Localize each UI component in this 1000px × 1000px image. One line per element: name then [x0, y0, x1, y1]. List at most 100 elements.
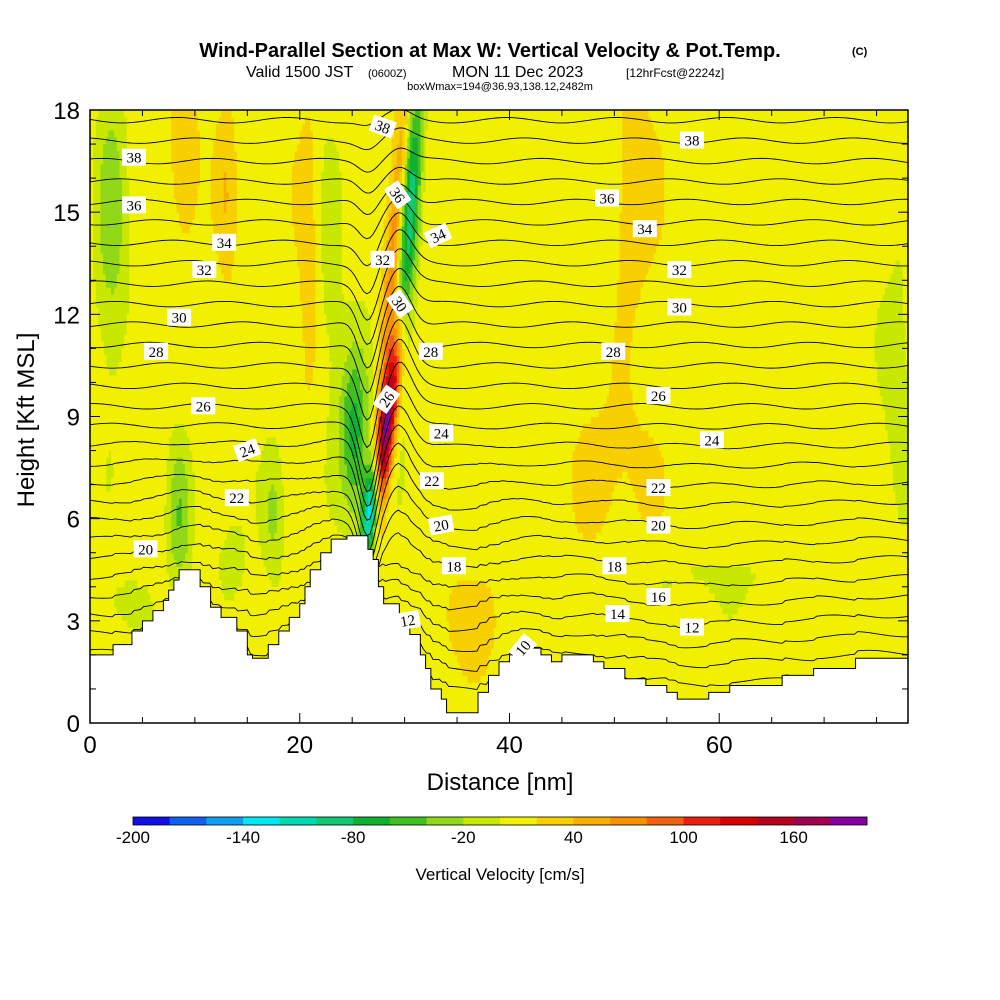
x-tick-label: 60 [706, 732, 733, 759]
isentrope-label-box [605, 605, 630, 622]
colorbar-tick-label: 100 [669, 828, 697, 847]
isentrope-label: 36 [122, 196, 146, 214]
y-tick-label: 6 [67, 507, 80, 534]
isentrope-label-box [192, 261, 217, 279]
isentrope-label-box [595, 189, 619, 207]
isentrope-label: 16 [646, 588, 671, 606]
colorbar-segment [756, 817, 794, 825]
isentrope-line [90, 319, 908, 421]
colorbar-segment [793, 817, 831, 825]
isentrope-line [90, 442, 908, 537]
colorbar-segment [426, 817, 464, 825]
isentrope-label: 24 [232, 438, 262, 463]
isentrope-label-text: 28 [423, 345, 438, 361]
isentrope-line [90, 183, 908, 216]
isentrope-line [90, 338, 908, 449]
colorbar-segment [830, 817, 868, 825]
isentrope-line [90, 361, 908, 474]
valid-time-line: Valid 1500 JST (0600Z) MON 11 Dec 2023 [… [246, 64, 724, 81]
isentrope-line [90, 248, 908, 321]
colorbar-segment [573, 817, 611, 825]
isentrope-label-box [232, 438, 262, 463]
isentrope-label-box [423, 222, 453, 249]
isentrope-label-text: 30 [672, 301, 687, 317]
isentrope-label-text: 36 [127, 198, 143, 214]
isentrope-label: 26 [372, 384, 401, 414]
colorbar-frame [132, 816, 868, 826]
isentrope-line [90, 509, 908, 578]
colorbar-segment [169, 817, 207, 825]
isentrope-line [90, 569, 908, 611]
isentrope-label-text: 14 [610, 607, 626, 623]
colorbar-segment [536, 817, 574, 825]
isentrope-label-box [133, 540, 158, 558]
isentrope-label: 18 [602, 557, 627, 575]
colorbar-segment [500, 817, 537, 825]
isentrope-label-text: 20 [138, 542, 153, 558]
isentrope-line [90, 110, 908, 126]
isentrope-label-text: 34 [428, 226, 449, 247]
colorbar-segment [720, 817, 758, 825]
isentrope-label: 12 [394, 609, 422, 631]
isentrope-label: 20 [133, 540, 158, 558]
y-tick-label: 3 [67, 609, 80, 636]
isentrope-line [90, 424, 908, 521]
isentrope-line [90, 268, 908, 345]
isentrope-label-text: 34 [217, 236, 233, 252]
isentrope-label: 10 [508, 633, 537, 663]
colorbar-segment [610, 817, 648, 825]
isentrope-label-text: 24 [704, 433, 720, 449]
isentrope-label-box [122, 196, 146, 214]
colorbar-tick-label: 160 [779, 828, 807, 847]
isentrope-label: 30 [667, 298, 692, 317]
isentrope-line [90, 405, 908, 507]
isentrope-label: 22 [646, 479, 671, 497]
isentrope-label: 32 [370, 250, 395, 269]
isentrope-label-box [699, 431, 724, 449]
isentrope-label-text: 38 [127, 151, 142, 167]
isentrope-label: 20 [646, 516, 671, 535]
isentrope-label: 18 [441, 557, 466, 575]
isentrope-label-text: 34 [637, 222, 653, 238]
copyright-mark: (C) [852, 46, 868, 58]
isentrope-line [90, 302, 908, 394]
colorbar-label: Vertical Velocity [cm/s] [415, 865, 584, 884]
isentrope-label-box [646, 387, 671, 405]
isentrope-line [90, 485, 908, 566]
isentrope-label-text: 22 [651, 481, 666, 497]
isentrope-label-box [418, 342, 443, 360]
colorbar: -200 -140 -80 -20 40 100 160 [116, 816, 868, 847]
isentrope-label-text: 18 [607, 559, 622, 575]
box-info: boxWmax=194@36.93,138.12,2482m [407, 81, 593, 93]
isentrope-label-box [368, 114, 397, 139]
isentrope-label-box [667, 298, 692, 316]
y-axis-label: Height [Kft MSL] [13, 333, 40, 508]
isentrope-label: 12 [680, 618, 704, 637]
x-tick-label: 0 [83, 732, 96, 759]
isentrope-label-text: 24 [434, 427, 450, 443]
colorbar-segment [206, 817, 244, 825]
colorbar-tick-label: -200 [116, 828, 150, 847]
y-tick-label: 0 [67, 711, 80, 738]
isentrope-label-text: 26 [651, 389, 667, 405]
isentrope-label: 30 [167, 308, 192, 327]
isentrope-label-box [508, 633, 537, 663]
colorbar-tick-label: -80 [341, 828, 366, 847]
isentrope-label-box [602, 557, 627, 575]
isentrope-label-box [646, 479, 671, 496]
isentrope-label-box [646, 588, 671, 605]
isentrope-label-text: 24 [238, 441, 258, 461]
x-axis: 0 20 40 60 [83, 110, 878, 759]
isentrope-label: 36 [383, 180, 412, 210]
isentrope-label-box [385, 289, 414, 319]
colorbar-segment [243, 817, 281, 825]
isentrope-label: 34 [632, 220, 657, 238]
isentrope-label-box [191, 397, 216, 415]
isentrope-label-text: 32 [375, 253, 390, 269]
isentrope-label-box [383, 180, 412, 210]
isentrope-label: 28 [601, 342, 626, 361]
isentrope-label-text: 22 [424, 474, 439, 490]
isentrope-label: 14 [605, 605, 630, 623]
isentrope-label-box [394, 609, 422, 631]
y-tick-label: 18 [53, 98, 80, 125]
